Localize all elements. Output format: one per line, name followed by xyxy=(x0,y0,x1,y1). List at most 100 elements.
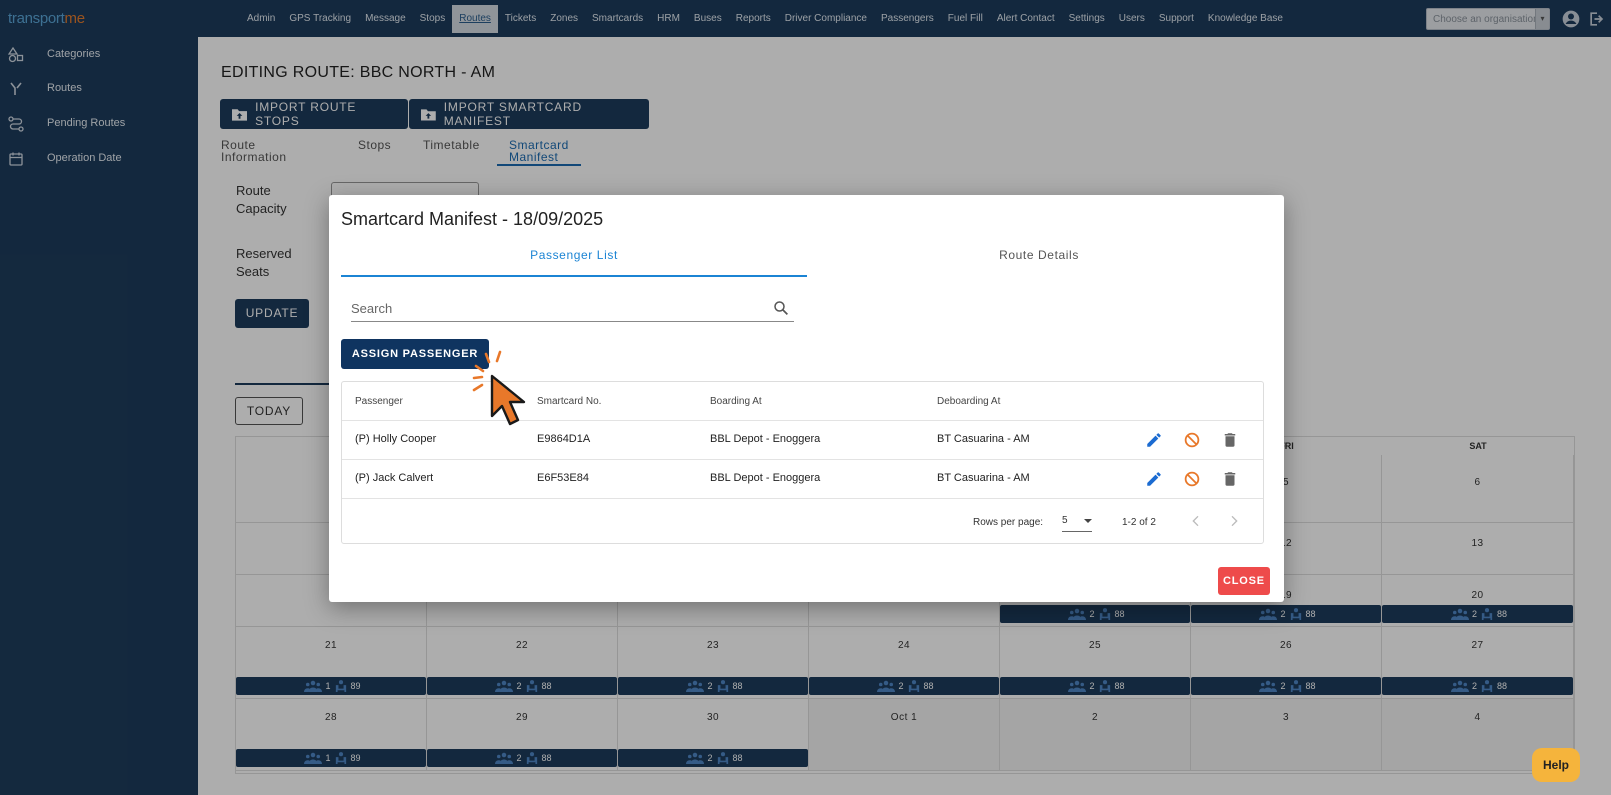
calendar-day-cell[interactable]: 19 2 88 xyxy=(1191,575,1382,627)
nav-item-routes[interactable]: Routes xyxy=(452,4,498,33)
nav-item-alert-contact[interactable]: Alert Contact xyxy=(996,12,1055,24)
nav-item-gps-tracking[interactable]: GPS Tracking xyxy=(289,12,352,24)
nav-item-fuel-fill[interactable]: Fuel Fill xyxy=(947,12,983,24)
column-header-boarding[interactable]: Boarding At xyxy=(710,396,762,407)
nav-item-tickets[interactable]: Tickets xyxy=(504,12,537,24)
calendar-day-cell[interactable]: 29 2 88 xyxy=(427,699,618,771)
nav-item-message[interactable]: Message xyxy=(365,12,406,24)
sidebar-item-label: Routes xyxy=(47,82,82,94)
capacity-bar[interactable]: 2 88 xyxy=(1382,677,1573,695)
column-header-passenger[interactable]: Passenger xyxy=(355,396,403,407)
capacity-bar[interactable]: 2 88 xyxy=(1000,605,1190,623)
capacity-bar[interactable]: 2 88 xyxy=(809,677,999,695)
calendar-day-cell[interactable]: 2 xyxy=(1000,699,1191,771)
calendar-day-cell[interactable]: 25 2 88 xyxy=(1000,627,1191,699)
calendar-day-cell[interactable]: 12 xyxy=(1191,523,1382,575)
sidebar-item-categories[interactable]: Categories xyxy=(0,40,198,70)
people-icon xyxy=(1259,608,1278,620)
nav-item-reports[interactable]: Reports xyxy=(735,12,771,24)
edit-icon[interactable] xyxy=(1145,470,1163,488)
import-route-stops-button[interactable]: IMPORT ROUTE STOPS xyxy=(220,99,408,129)
tab-route-details[interactable]: Route Details xyxy=(999,248,1079,262)
search-icon[interactable] xyxy=(772,299,790,317)
import-smartcard-manifest-button[interactable]: IMPORT SMARTCARD MANIFEST xyxy=(409,99,649,129)
chevron-right-icon[interactable] xyxy=(1226,513,1242,529)
column-header-deboarding[interactable]: Deboarding At xyxy=(937,396,1001,407)
calendar-day-cell[interactable]: 13 xyxy=(1382,523,1574,575)
capacity-bar[interactable]: 2 88 xyxy=(1191,605,1381,623)
nav-item-users[interactable]: Users xyxy=(1118,12,1145,24)
capacity-bar[interactable]: 2 88 xyxy=(1382,605,1573,623)
assign-passenger-button[interactable]: ASSIGN PASSENGER xyxy=(341,339,489,369)
block-icon[interactable] xyxy=(1183,431,1201,449)
capacity-bar[interactable]: 2 88 xyxy=(1191,677,1381,695)
passenger-count: 1 xyxy=(325,753,331,763)
calendar-day-cell[interactable]: 26 2 88 xyxy=(1191,627,1382,699)
nav-item-zones[interactable]: Zones xyxy=(550,12,579,24)
nav-item-smartcards[interactable]: Smartcards xyxy=(592,12,644,24)
search-input[interactable] xyxy=(351,298,751,318)
boarding-cell: BBL Depot - Enoggera xyxy=(710,472,821,484)
calendar-day-cell[interactable]: 27 2 88 xyxy=(1382,627,1574,699)
calendar-day-cell[interactable]: Oct 1 xyxy=(809,699,1000,771)
top-navbar: transportme Admin GPS Tracking Message Stop… xyxy=(0,0,1611,37)
chevron-left-icon[interactable] xyxy=(1188,513,1204,529)
nav-item-buses[interactable]: Buses xyxy=(693,12,722,24)
delete-icon[interactable] xyxy=(1221,470,1239,488)
block-icon[interactable] xyxy=(1183,470,1201,488)
capacity-bar[interactable]: 2 88 xyxy=(427,749,617,767)
nav-item-knowledge-base[interactable]: Knowledge Base xyxy=(1207,12,1283,24)
tab-stops[interactable]: Stops xyxy=(358,138,392,152)
calendar-day-cell[interactable]: 30 2 88 xyxy=(618,699,809,771)
capacity-bar[interactable]: 2 88 xyxy=(618,677,808,695)
account-icon[interactable] xyxy=(1561,9,1581,29)
nav-item-driver-compliance[interactable]: Driver Compliance xyxy=(784,12,867,24)
logo-text-2: me xyxy=(64,10,86,27)
passenger-cell: (P) Holly Cooper xyxy=(355,433,437,445)
calendar-day-cell[interactable]: 24 2 88 xyxy=(809,627,1000,699)
nav-item-support[interactable]: Support xyxy=(1158,12,1194,24)
logout-icon[interactable] xyxy=(1587,9,1607,29)
sidebar-item-routes[interactable]: Routes xyxy=(0,74,198,104)
tab-route-information[interactable]: Route Information xyxy=(221,138,287,164)
app-logo[interactable]: transportme xyxy=(8,10,85,27)
passenger-count: 2 xyxy=(707,681,713,691)
tab-timetable[interactable]: Timetable xyxy=(423,138,480,152)
update-button[interactable]: UPDATE xyxy=(235,299,309,328)
tab-smartcard-manifest[interactable]: Smartcard Manifest xyxy=(497,136,581,166)
column-header-smartcard[interactable]: Smartcard No. xyxy=(537,396,602,407)
calendar-date: 25 xyxy=(1088,640,1102,651)
calendar-day-cell[interactable]: 23 2 88 xyxy=(618,627,809,699)
calendar-day-cell[interactable]: 28 1 89 xyxy=(236,699,427,771)
calendar-day-cell[interactable]: 21 1 89 xyxy=(236,627,427,699)
calendar-day-cell[interactable]: 22 2 88 xyxy=(427,627,618,699)
tab-passenger-list[interactable]: Passenger List xyxy=(341,247,807,277)
help-button[interactable]: Help xyxy=(1532,748,1580,782)
calendar-day-cell[interactable]: 5 xyxy=(1191,455,1382,523)
passenger-table: Passenger Smartcard No. Boarding At Debo… xyxy=(341,381,1264,544)
capacity-bar[interactable]: 1 89 xyxy=(236,749,426,767)
rows-per-page-select[interactable]: 5 xyxy=(1062,512,1092,532)
seat-icon xyxy=(717,752,728,764)
seat-icon xyxy=(335,752,346,764)
capacity-bar[interactable]: 1 89 xyxy=(236,677,426,695)
nav-item-stops[interactable]: Stops xyxy=(419,12,446,24)
today-button[interactable]: TODAY xyxy=(235,397,303,425)
delete-icon[interactable] xyxy=(1221,431,1239,449)
capacity-bar[interactable]: 2 88 xyxy=(427,677,617,695)
sidebar-item-pending-routes[interactable]: Pending Routes xyxy=(0,109,198,139)
sidebar-item-operation-date[interactable]: Operation Date xyxy=(0,144,198,174)
calendar-day-cell[interactable]: 20 2 88 xyxy=(1382,575,1574,627)
nav-item-passengers[interactable]: Passengers xyxy=(880,12,934,24)
nav-item-hrm[interactable]: HRM xyxy=(657,12,680,24)
capacity-bar[interactable]: 2 88 xyxy=(1000,677,1190,695)
edit-icon[interactable] xyxy=(1145,431,1163,449)
calendar-day-cell[interactable]: 3 xyxy=(1191,699,1382,771)
capacity-bar[interactable]: 2 88 xyxy=(618,749,808,767)
calendar-day-cell[interactable]: 2 88 xyxy=(1000,575,1191,627)
close-button[interactable]: CLOSE xyxy=(1218,567,1270,595)
organisation-select[interactable]: Choose an organisation ▾ xyxy=(1426,8,1550,30)
nav-item-settings[interactable]: Settings xyxy=(1068,12,1105,24)
nav-item-admin[interactable]: Admin xyxy=(247,12,276,24)
calendar-day-cell[interactable]: 6 xyxy=(1382,455,1574,523)
